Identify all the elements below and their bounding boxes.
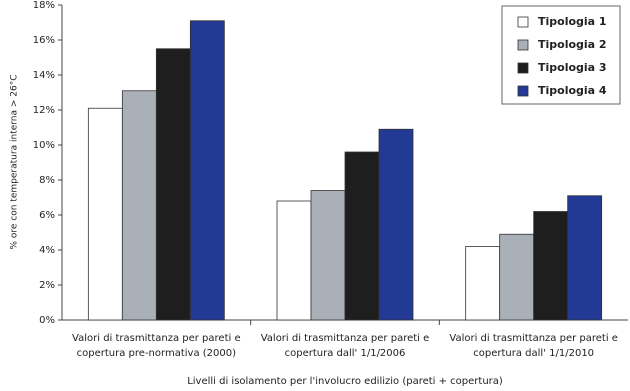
bar — [155, 48, 191, 321]
bar — [533, 211, 569, 321]
legend-swatch — [517, 85, 529, 97]
legend-label: Tipologia 1 — [538, 15, 607, 28]
bar — [567, 195, 603, 321]
x-axis-label: Livelli di isolamento per l'involucro ed… — [187, 376, 503, 387]
bar — [378, 128, 414, 321]
legend-swatch — [517, 16, 529, 28]
x-tick-label: Valori di trasmittanza per pareti e — [261, 333, 430, 344]
legend-swatch — [517, 39, 529, 51]
x-tick-label: copertura pre-normativa (2000) — [77, 348, 236, 359]
y-tick-label: 14% — [33, 70, 55, 81]
bar — [465, 246, 501, 321]
y-tick-label: 2% — [39, 280, 55, 291]
y-tick-label: 6% — [39, 210, 55, 221]
y-tick-label: 10% — [33, 140, 55, 151]
y-tick-label: 8% — [39, 175, 55, 186]
y-tick-label: 12% — [33, 105, 55, 116]
y-tick-label: 16% — [33, 35, 55, 46]
bar — [87, 107, 123, 321]
x-tick-label: copertura dall' 1/1/2010 — [473, 348, 594, 359]
y-tick-label: 0% — [39, 315, 55, 326]
y-tick-label: 18% — [33, 0, 55, 11]
bar — [189, 20, 225, 321]
y-tick-label: 4% — [39, 245, 55, 256]
bar — [499, 233, 535, 321]
legend-label: Tipologia 2 — [538, 38, 607, 51]
x-tick-label: Valori di trasmittanza per pareti e — [72, 333, 241, 344]
x-tick-label: copertura dall' 1/1/2006 — [285, 348, 406, 359]
bar — [310, 190, 346, 321]
legend-label: Tipologia 3 — [538, 61, 607, 74]
bar — [344, 151, 380, 321]
x-tick-label: Valori di trasmittanza per pareti e — [449, 333, 618, 344]
legend-label: Tipologia 4 — [538, 84, 607, 97]
y-axis-label: % ore con temperatura interna > 26°C — [10, 75, 20, 250]
legend-swatch — [517, 62, 529, 74]
bar — [121, 90, 157, 321]
bar — [276, 200, 312, 321]
